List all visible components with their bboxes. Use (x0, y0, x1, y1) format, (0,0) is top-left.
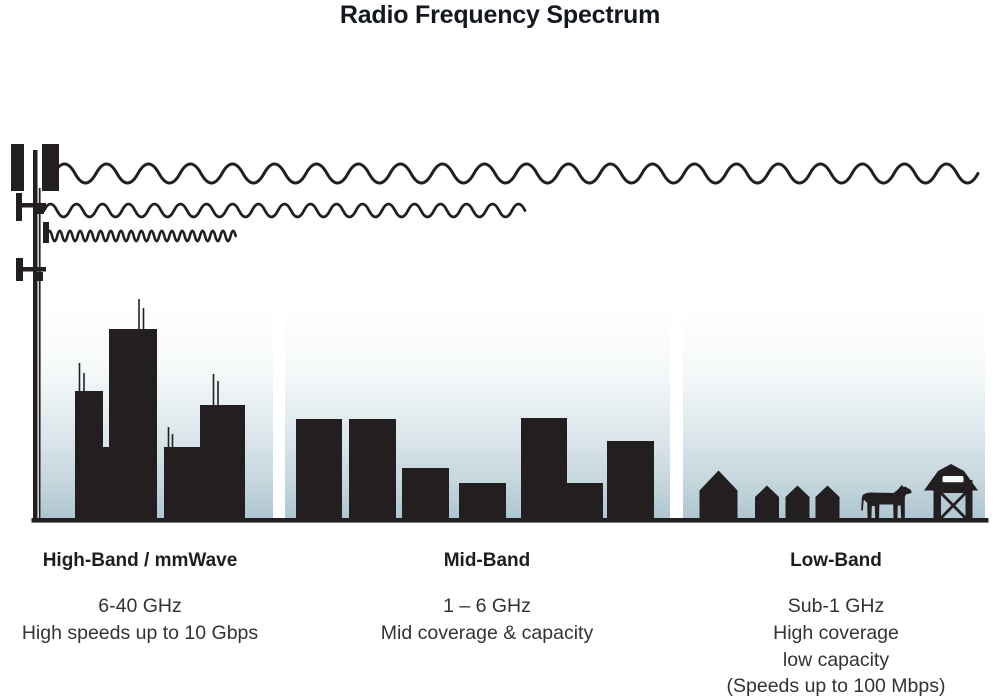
barn-vent (942, 476, 964, 483)
barn-door-crossbuck (939, 491, 967, 520)
band-description: High speeds up to 10 Gbps (21, 621, 259, 644)
spectrum-graphic (11, 144, 989, 523)
band-heading: Mid-Band (443, 550, 531, 571)
low-band-farm-scene (699, 464, 978, 521)
high-band-city-skyline (75, 299, 245, 520)
building (521, 418, 603, 520)
building (402, 468, 449, 520)
house-icon (785, 485, 810, 520)
mid-band-town-skyline (296, 418, 654, 520)
building (296, 419, 342, 520)
page-title: Radio Frequency Spectrum (339, 1, 661, 29)
cow-icon (861, 485, 912, 520)
house-icon (755, 485, 779, 520)
house-icon (699, 470, 738, 520)
low-band-label: Low-Band Sub-1 GHz High coverage low cap… (706, 549, 966, 700)
band-description: low capacity (782, 648, 890, 671)
band-description: (Speeds up to 100 Mbps) (726, 675, 946, 698)
cell-tower-icon (11, 144, 59, 522)
barn-icon (924, 464, 978, 521)
skyscraper-group (75, 329, 157, 520)
band-frequency-range: Sub-1 GHz (787, 595, 885, 617)
house-icon (815, 485, 840, 520)
building (349, 419, 396, 520)
high-band-wave (45, 229, 237, 243)
building (607, 441, 654, 520)
mid-band-label: Mid-Band 1 – 6 GHz Mid coverage & capaci… (357, 549, 617, 647)
band-heading: High-Band / mmWave (42, 550, 238, 571)
band-description: High coverage (773, 621, 899, 644)
band-heading: Low-Band (790, 550, 882, 571)
high-band-label: High-Band / mmWave 6-40 GHz High speeds … (10, 549, 270, 647)
band-frequency-range: 1 – 6 GHz (443, 595, 531, 617)
low-band-wave (52, 162, 980, 185)
mid-band-wave (42, 202, 527, 219)
building (459, 483, 506, 520)
band-description: Mid coverage & capacity (380, 621, 594, 644)
band-frequency-range: 6-40 GHz (98, 595, 182, 617)
skyscraper-group (164, 405, 245, 520)
ground-line (31, 518, 989, 523)
